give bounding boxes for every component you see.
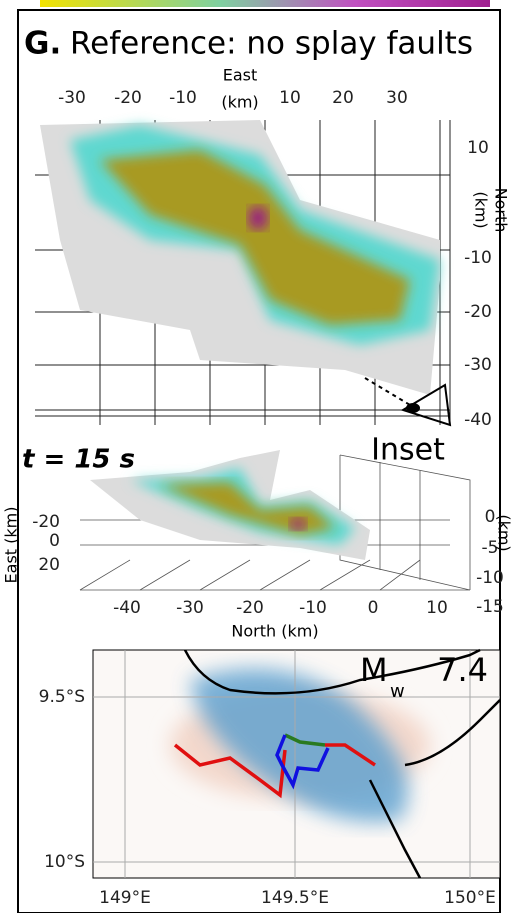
lon-tick-label: 149°E (99, 888, 151, 908)
y-tick-label: -10 (464, 248, 492, 268)
x-tick-label: 20 (332, 88, 354, 108)
fault-segment (275, 734, 330, 790)
axis-title: East (km) (2, 507, 21, 584)
north-tick-label: 0 (368, 598, 379, 618)
axis-title: (km) (221, 93, 258, 112)
peak (248, 206, 268, 230)
eye (400, 383, 452, 427)
axis-title: North (km) (231, 622, 318, 641)
rupture (100, 150, 410, 325)
y-tick-label: 10 (467, 138, 489, 158)
top-view: Inset (35, 120, 452, 468)
panel-title: Reference: no splay faults (70, 26, 473, 62)
magnitude-label: M (360, 651, 388, 689)
fault-segment (325, 743, 376, 767)
x-tick-label: -30 (58, 88, 86, 108)
eye-pupil (406, 403, 420, 413)
inset-view (79, 450, 471, 591)
axis-title: (km) (495, 514, 514, 551)
depth-tick-label: 0 (485, 507, 496, 527)
map: M w 7.4 (92, 648, 501, 879)
east-tick-label: 0 (49, 531, 60, 551)
north-tick-label: -10 (299, 598, 327, 618)
east-tick-label: -20 (32, 512, 60, 532)
north-tick-label: -30 (176, 598, 204, 618)
north-tick-label: -20 (236, 598, 264, 618)
axis-title: North (492, 188, 511, 233)
depth-tick-label: -10 (476, 568, 504, 588)
lat-tick-label: 10°S (44, 852, 85, 872)
coastline (183, 648, 501, 879)
north-tick-label: 10 (426, 598, 448, 618)
east-tick-label: 20 (38, 555, 60, 575)
x-tick-label: 30 (386, 88, 408, 108)
colorbar (40, 0, 490, 7)
map-grid (93, 650, 500, 878)
time-label: t = 15 s (22, 445, 135, 475)
y-tick-label: -30 (464, 355, 492, 375)
y-tick-label: -20 (464, 302, 492, 322)
lon-tick-label: 150°E (444, 888, 496, 908)
fault-segment (173, 743, 287, 799)
depth-tick-label: -15 (476, 597, 504, 617)
axis-title: (km) (472, 191, 491, 228)
negative-displacement (190, 668, 409, 822)
north-tick-label: -40 (113, 598, 141, 618)
panel-letter: G. (24, 26, 61, 62)
x-tick-label: -20 (114, 88, 142, 108)
view-line (364, 377, 411, 406)
depth-tick-label: -5 (482, 538, 499, 558)
lat-tick-label: 9.5°S (39, 687, 85, 707)
axis-title: East (223, 66, 258, 85)
magnitude-sub: w (390, 681, 405, 702)
magnitude-value: 7.4 (437, 651, 488, 689)
fault-segment (284, 733, 326, 747)
x-tick-label: 10 (279, 88, 301, 108)
inset-label: Inset (371, 433, 445, 468)
y-tick-label: -40 (464, 410, 492, 430)
x-tick-label: -10 (169, 88, 197, 108)
peak (290, 518, 306, 530)
lon-tick-label: 149.5°E (261, 888, 329, 908)
